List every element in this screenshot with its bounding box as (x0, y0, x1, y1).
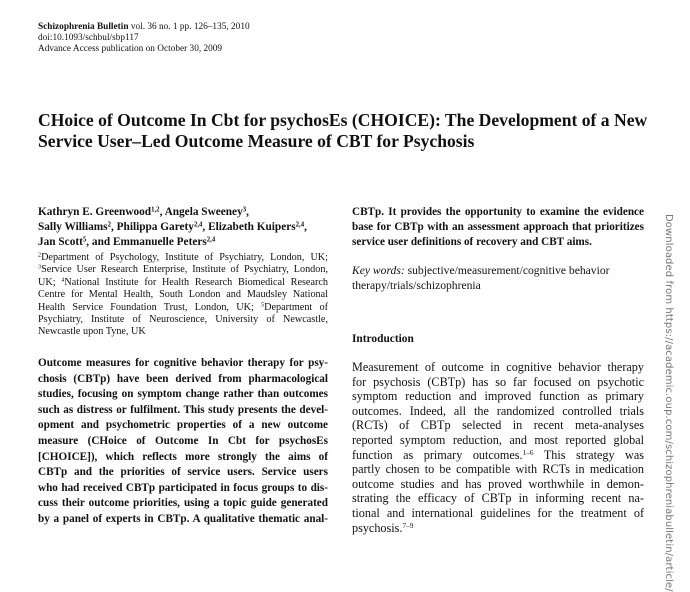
text-segment: reported symptom reduction, and most rep… (352, 432, 644, 447)
text-line: CBTp. It provides the opportunity to exa… (352, 206, 644, 218)
abstract-continued: CBTp. It provides the opportunity to exa… (352, 205, 644, 251)
text-segment: , (246, 206, 249, 218)
text-segment: outcome studies and has proved worthwhil… (352, 476, 644, 491)
text-segment: Measurement of outcome in cognitive beha… (352, 360, 644, 374)
superscript: 1–6 (522, 447, 534, 457)
text-segment: strating the efficacy of CBTp in informi… (352, 491, 644, 506)
advance-access: Advance Access publication on October 30… (38, 44, 223, 54)
text-line: Psychiatry, Institute of Neuroscience, U… (38, 314, 328, 326)
keywords-text: therapy/trials/schizophrenia (352, 279, 481, 292)
text-line: 2Department of Psychology, Institute of … (38, 252, 328, 264)
text-segment: , (304, 221, 307, 233)
text-segment: for psychosis (CBTp) has so far focused … (352, 374, 644, 389)
doi: doi:10.1093/schbul/sbp117 (38, 33, 139, 43)
superscript: 5 (261, 302, 265, 309)
section-heading-introduction: Introduction (352, 333, 414, 345)
text-line: Measurement of outcome in cognitive beha… (352, 360, 644, 375)
text-line: [CHOICE]), which reflects more strongly … (38, 450, 328, 463)
text-line: reported symptom reduction, and most rep… (352, 433, 644, 448)
text-segment: Sally Williams (38, 221, 108, 233)
superscript: 2 (107, 221, 111, 229)
text-segment: National Institute for Health Research B… (64, 276, 328, 288)
text-segment: function as primary outcomes. (352, 447, 523, 462)
text-line: chosis (CBTp) have been derived from pha… (38, 372, 328, 385)
text-segment: Kathryn E. Greenwood (38, 206, 152, 218)
superscript: 2 (38, 252, 42, 259)
text-line: partly chosen to be compatible with RCTs… (352, 462, 644, 477)
journal-name: Schizophrenia Bulletin (38, 22, 129, 32)
abstract: Outcome measures for cognitive behavior … (38, 356, 328, 528)
text-segment: , Elizabeth Kuipers (202, 221, 296, 233)
text-line: strating the efficacy of CBTp in informi… (352, 491, 644, 506)
text-segment: This strategy was (533, 447, 644, 462)
text-segment: Centre for Mental Health, South London a… (38, 289, 328, 301)
keywords-text: subjective/measurement/cognitive behavio… (404, 264, 610, 277)
text-segment: , and Emmanuelle Peters (86, 236, 207, 248)
author-list: Kathryn E. Greenwood1,2, Angela Sweeney3… (38, 205, 338, 250)
superscript: 2,4 (206, 236, 216, 244)
text-line: CBTp and the priorities of service users… (38, 466, 328, 479)
text-line: for psychosis (CBTp) has so far focused … (352, 375, 644, 390)
journal-header: Schizophrenia Bulletin vol. 36 no. 1 pp.… (38, 22, 250, 55)
superscript: 2,4 (193, 221, 203, 229)
text-line: (RCTs) of CBTp selected in recent meta-a… (352, 418, 644, 433)
download-watermark: Downloaded from https://academic.oup.com… (663, 214, 674, 592)
text-segment: tional and international guidelines for … (352, 505, 644, 520)
text-line: base for CBTp with an assessment approac… (352, 221, 644, 234)
text-line: function as primary outcomes.1–6 This st… (352, 448, 644, 463)
text-line: who had received CBTp participated in fo… (38, 481, 328, 494)
text-line: UK; 4National Institute for Health Resea… (38, 277, 328, 289)
superscript: 1,2 (151, 206, 160, 214)
text-segment: (RCTs) of CBTp selected in recent meta-a… (352, 418, 644, 433)
text-line: measure (CHoice of Outcome In Cbt for ps… (38, 434, 328, 447)
text-segment: Newcastle upon Tyne, UK (38, 326, 146, 338)
text-segment: Psychiatry, Institute of Neuroscience, U… (38, 314, 328, 326)
text-line: outcomes. Indeed, all the randomized con… (352, 404, 644, 419)
text-segment: Department of (264, 301, 329, 313)
text-line: cuss their outcome priorities, using a t… (38, 497, 328, 510)
text-segment: outcomes. Indeed, all the randomized con… (352, 403, 644, 418)
text-line: psychosis.7–9 (352, 521, 644, 536)
keywords-label: Key words: (352, 264, 405, 277)
text-segment: Department of Psychology, Institute of P… (41, 252, 328, 263)
title-line: CHoice of Outcome In Cbt for psychosEs (… (38, 110, 648, 130)
text-line: outcome studies and has proved worthwhil… (352, 477, 644, 492)
superscript: 4 (61, 277, 65, 284)
text-segment: partly chosen to be compatible with RCTs… (352, 462, 644, 477)
text-segment: UK; (38, 276, 62, 288)
introduction-body: Measurement of outcome in cognitive beha… (352, 360, 644, 535)
superscript: 3 (242, 206, 247, 214)
text-segment: Jan Scott (38, 236, 83, 248)
volume-info: vol. 36 no. 1 pp. 126–135, 2010 (128, 22, 250, 32)
superscript: 3 (38, 265, 42, 272)
text-line: such as distress or fulfilment. This stu… (38, 403, 328, 416)
text-line: 3Service User Research Enterprise, Insti… (38, 264, 328, 276)
affiliations: 2Department of Psychology, Institute of … (38, 252, 328, 339)
text-line: Sally Williams2, Philippa Garety2,4, Eli… (38, 220, 338, 235)
text-segment: psychosis. (352, 520, 403, 535)
text-segment: , Philippa Garety (110, 221, 194, 233)
text-line: by a panel of experts in CBTp. A qualita… (38, 512, 328, 525)
text-line: symptom reduction and improved function … (352, 389, 644, 404)
text-line: opment and psychometric properties of a … (38, 419, 328, 432)
text-line: Centre for Mental Health, South London a… (38, 289, 328, 301)
text-segment: Service User Research Enterprise, Instit… (41, 264, 328, 276)
text-line: service user definitions of recovery and… (352, 236, 592, 249)
text-line: tional and international guidelines for … (352, 506, 644, 521)
text-segment: symptom reduction and improved function … (352, 389, 644, 404)
keywords: Key words: subjective/measurement/cognit… (352, 263, 644, 293)
text-segment: , Angela Sweeney (159, 206, 243, 218)
text-line: Outcome measures for cognitive behavior … (38, 357, 328, 369)
title-line: Service User–Led Outcome Measure of CBT … (38, 131, 475, 151)
text-line: Health Service Foundation Trust, London,… (38, 302, 328, 314)
text-line: Jan Scott5, and Emmanuelle Peters2,4 (38, 235, 338, 250)
superscript: 2,4 (295, 221, 305, 229)
text-line: studies, focusing on symptom change rath… (38, 388, 328, 401)
text-line: Newcastle upon Tyne, UK (38, 326, 328, 338)
text-line: Kathryn E. Greenwood1,2, Angela Sweeney3… (38, 205, 338, 220)
text-segment: Health Service Foundation Trust, London,… (38, 301, 262, 313)
article-title: CHoice of Outcome In Cbt for psychosEs (… (38, 110, 658, 152)
superscript: 5 (82, 236, 87, 244)
superscript: 7–9 (402, 520, 414, 530)
